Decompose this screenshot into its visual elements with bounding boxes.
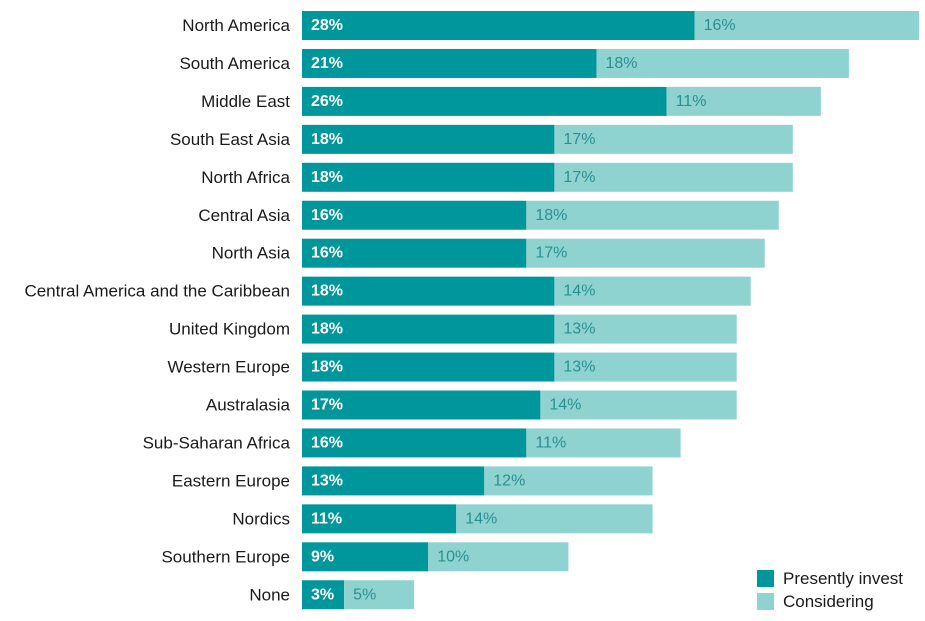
category-label: Central Asia [198, 206, 290, 225]
value-label-presently-invest: 16% [311, 245, 343, 262]
value-label-presently-invest: 21% [311, 55, 343, 72]
bar-considering [554, 314, 737, 344]
value-label-considering: 17% [563, 169, 595, 186]
bar-presently-invest [302, 48, 597, 78]
value-label-considering: 12% [493, 472, 525, 489]
category-label: United Kingdom [169, 320, 290, 339]
bar-considering [596, 48, 849, 78]
value-label-considering: 18% [605, 55, 637, 72]
category-label: Australasia [206, 396, 291, 415]
category-label: Southern Europe [161, 547, 290, 566]
value-label-presently-invest: 18% [311, 283, 343, 300]
value-label-considering: 11% [535, 434, 566, 451]
category-label: North Africa [201, 168, 290, 187]
value-label-presently-invest: 18% [311, 321, 343, 338]
value-label-considering: 5% [353, 586, 376, 603]
value-label-presently-invest: 26% [311, 93, 343, 110]
bar-presently-invest [302, 466, 485, 496]
bar-considering [554, 352, 737, 382]
value-label-considering: 11% [676, 93, 707, 110]
bar-considering [484, 466, 653, 496]
bar-presently-invest [302, 314, 555, 344]
category-label: Western Europe [167, 358, 290, 377]
value-label-presently-invest: 18% [311, 359, 343, 376]
category-label: Central America and the Caribbean [24, 282, 290, 301]
bar-considering [428, 542, 569, 572]
legend-label-presently-invest: Presently invest [783, 569, 903, 588]
legend-label-considering: Considering [783, 592, 874, 611]
value-label-presently-invest: 16% [311, 434, 343, 451]
bar-presently-invest [302, 352, 555, 382]
value-label-presently-invest: 18% [311, 131, 343, 148]
bar-considering [666, 86, 821, 116]
category-label: Middle East [201, 92, 290, 111]
bar-presently-invest [302, 162, 555, 192]
category-label: Sub-Saharan Africa [143, 433, 291, 452]
value-label-presently-invest: 17% [311, 397, 343, 414]
value-label-considering: 17% [535, 245, 567, 262]
bar-presently-invest [302, 504, 457, 534]
bar-considering [694, 11, 919, 40]
bar-considering [526, 200, 779, 230]
bar-presently-invest [302, 390, 541, 420]
bar-considering [540, 390, 737, 420]
category-label: None [249, 585, 290, 604]
value-label-presently-invest: 13% [311, 472, 343, 489]
category-labels: North America South America Middle East Sou… [24, 16, 290, 604]
bar-presently-invest [302, 200, 527, 230]
value-label-considering: 13% [563, 359, 595, 376]
value-label-considering: 16% [704, 17, 736, 34]
value-label-considering: 14% [563, 283, 595, 300]
bar-presently-invest [302, 428, 527, 458]
bars [302, 11, 919, 610]
bar-presently-invest [302, 86, 667, 116]
value-label-presently-invest: 9% [311, 548, 334, 565]
legend: Presently invest Considering [757, 569, 903, 611]
bar-presently-invest [302, 11, 695, 40]
value-label-considering: 14% [549, 397, 581, 414]
bar-considering [526, 428, 681, 458]
bar-considering [344, 580, 415, 610]
value-label-considering: 17% [563, 131, 595, 148]
value-label-considering: 10% [437, 548, 469, 565]
bar-presently-invest [302, 276, 555, 306]
value-label-considering: 14% [465, 510, 497, 527]
bar-considering [554, 124, 793, 154]
bar-considering [554, 276, 751, 306]
value-label-presently-invest: 16% [311, 207, 343, 224]
category-label: Nordics [232, 509, 290, 528]
category-label: South East Asia [170, 130, 291, 149]
legend-swatch-considering [757, 593, 774, 610]
category-label: South America [179, 54, 290, 73]
bar-presently-invest [302, 124, 555, 154]
category-label: Eastern Europe [172, 471, 290, 490]
value-label-presently-invest: 11% [311, 510, 342, 527]
value-label-considering: 18% [535, 207, 567, 224]
bar-considering [554, 162, 793, 192]
category-label: North Asia [212, 244, 291, 263]
category-label: North America [182, 16, 290, 35]
bar-presently-invest [302, 238, 527, 268]
value-label-presently-invest: 3% [311, 586, 334, 603]
value-label-presently-invest: 28% [311, 17, 343, 34]
bar-considering [456, 504, 653, 534]
bar-presently-invest [302, 542, 429, 572]
value-label-considering: 13% [563, 321, 595, 338]
value-labels: 28% 16% 21% 18% 26% 11% 18% 17% 18% 17% 16% 18% 16% 1… [311, 17, 736, 603]
legend-swatch-presently-invest [757, 570, 774, 587]
bar-considering [526, 238, 765, 268]
value-label-presently-invest: 18% [311, 169, 343, 186]
bar-presently-invest [302, 580, 345, 610]
